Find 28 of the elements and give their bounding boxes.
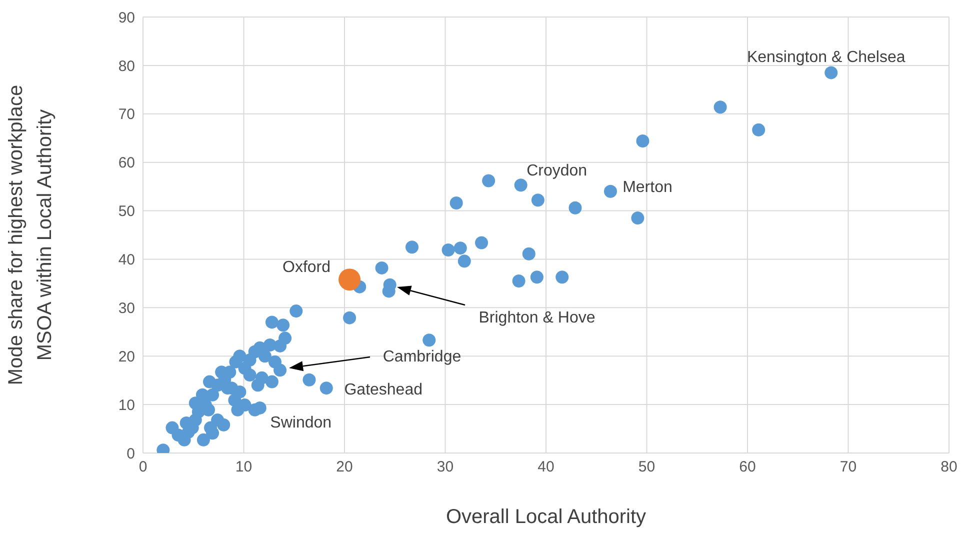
annotation: Oxford bbox=[282, 259, 331, 276]
x-tick-label: 0 bbox=[138, 458, 148, 476]
annotation: Cambridge bbox=[382, 348, 462, 366]
y-tick-label: 0 bbox=[126, 445, 135, 462]
y-tick-label: 40 bbox=[118, 252, 135, 269]
y-tick-label: 30 bbox=[118, 300, 135, 317]
annotation: Brighton & Hove bbox=[478, 310, 596, 326]
x-tick-label: 80 bbox=[940, 458, 958, 476]
y-tick-label: 90 bbox=[118, 9, 135, 26]
y-tick-label: 80 bbox=[118, 58, 135, 75]
annotation: Gateshead bbox=[344, 382, 423, 399]
annotation: Kensington & Chelsea bbox=[746, 49, 906, 66]
y-tick-label: 10 bbox=[118, 396, 135, 414]
x-axis-title: Overall Local Authority bbox=[446, 506, 646, 528]
x-tick-label: 10 bbox=[235, 458, 252, 476]
x-tick-label: 70 bbox=[840, 458, 857, 476]
x-tick-label: 40 bbox=[538, 458, 554, 476]
x-tick-label: 50 bbox=[638, 458, 656, 476]
x-tick-label: 30 bbox=[436, 458, 454, 476]
y-tick-label: 70 bbox=[118, 106, 135, 124]
annotation: Croydon bbox=[526, 162, 588, 180]
y-tick-label: 50 bbox=[118, 203, 135, 220]
x-tick-label: 20 bbox=[336, 458, 353, 476]
annotation: Merton bbox=[622, 178, 672, 196]
y-tick-label: 60 bbox=[118, 154, 135, 172]
annotation: Swindon bbox=[270, 414, 332, 432]
y-tick-label: 20 bbox=[118, 348, 135, 366]
x-tick-label: 60 bbox=[739, 458, 756, 476]
